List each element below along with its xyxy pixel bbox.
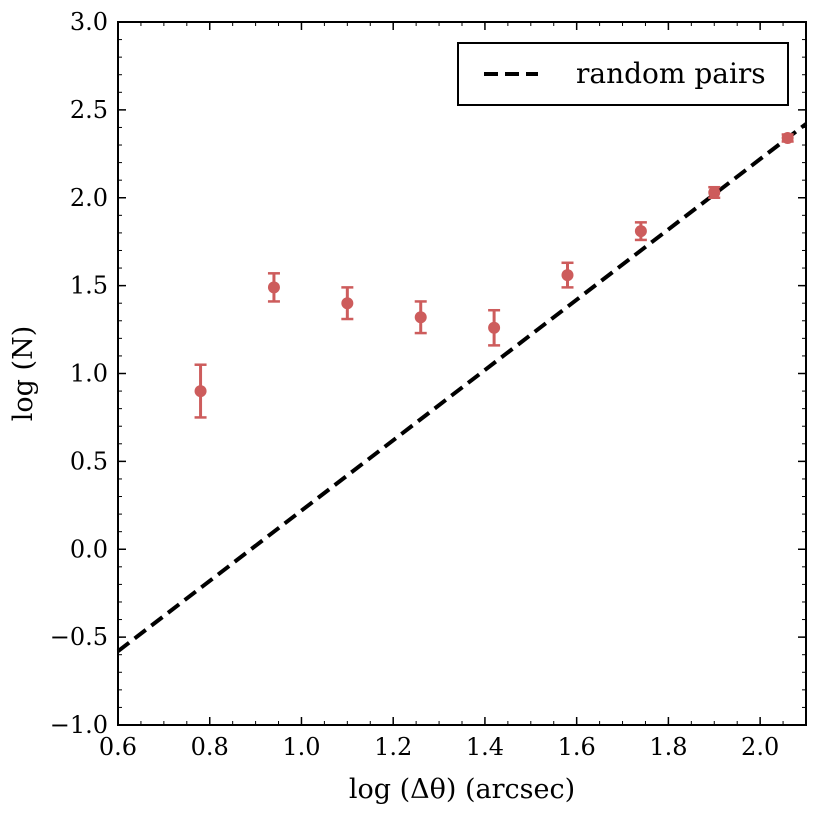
x-axis-label: log (Δθ) (arcsec) [349, 774, 575, 805]
x-tick-label: 1.6 [558, 733, 596, 761]
data-point [781, 131, 794, 144]
y-tick-label: 0.0 [70, 535, 108, 563]
x-tick-label: 1.8 [649, 733, 687, 761]
y-tick-label: 1.0 [70, 360, 108, 388]
legend-label: random pairs [576, 57, 766, 90]
data-point [414, 311, 427, 324]
data-points-layer [194, 131, 794, 419]
y-tick-label: 3.0 [70, 8, 108, 36]
data-point [194, 385, 207, 398]
data-point [341, 297, 354, 310]
plot-frame [117, 21, 807, 726]
random-pairs-layer [116, 122, 808, 653]
y-tick-label: 2.0 [70, 184, 108, 212]
x-tick-label: 1.4 [466, 733, 504, 761]
y-tick-label: 0.5 [70, 447, 108, 475]
y-axis-label: log (N) [8, 326, 39, 421]
x-tick-label: 1.2 [374, 733, 412, 761]
x-tick-label: 2.0 [741, 733, 779, 761]
data-point [708, 186, 721, 199]
data-point [634, 225, 647, 238]
random-pairs-line [116, 122, 808, 653]
x-tick-label: 1.0 [282, 733, 320, 761]
y-tick-label: −0.5 [50, 623, 108, 651]
y-tick-label: 2.5 [70, 96, 108, 124]
data-point [561, 269, 574, 282]
data-point [488, 321, 501, 334]
data-point [267, 281, 280, 294]
legend: random pairs [457, 42, 789, 106]
x-tick-label: 0.8 [191, 733, 229, 761]
x-tick-label: 0.6 [99, 733, 137, 761]
y-tick-label: −1.0 [50, 711, 108, 739]
ticks-layer: 0.6 0.8 1.0 1.2 1.4 1.6 1.8 2.0 −1.0 −0.5 0.0 0.5 1.… [50, 8, 807, 761]
y-tick-label: 1.5 [70, 272, 108, 300]
